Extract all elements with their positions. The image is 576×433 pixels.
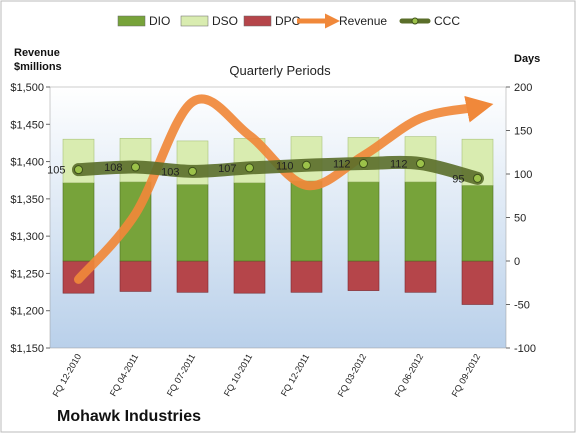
legend-item-revenue: Revenue xyxy=(297,13,387,29)
right-tick-label: 150 xyxy=(514,126,532,138)
legend-swatch xyxy=(243,15,272,27)
right-axis-label: Days xyxy=(514,53,540,65)
ccc-data-label: 95 xyxy=(452,173,464,185)
ccc-series: 105 108 103 107 110 112 112 95 xyxy=(47,155,484,185)
legend-label: DSO xyxy=(212,14,238,28)
dpo-bar xyxy=(347,260,380,291)
dpo-bar xyxy=(119,260,152,292)
left-tick-label: $1,400 xyxy=(10,157,44,169)
ccc-data-label: 107 xyxy=(218,163,236,175)
legend-item-dpo: DPO xyxy=(243,14,301,28)
right-tick-label: 100 xyxy=(514,169,532,181)
right-tick-label: 0 xyxy=(514,256,520,268)
ccc-point xyxy=(74,165,83,175)
left-tick-label: $1,350 xyxy=(10,194,44,206)
legend-swatch xyxy=(180,15,209,27)
dio-bar xyxy=(404,181,437,262)
ccc-point xyxy=(359,159,368,169)
ccc-data-label: 108 xyxy=(104,162,122,174)
dpo-bar xyxy=(176,260,209,293)
right-tick-label: -50 xyxy=(514,300,530,312)
ccc-point xyxy=(416,159,425,169)
left-tick-label: $1,200 xyxy=(10,306,44,318)
left-tick-label: $1,500 xyxy=(10,82,44,94)
company-name: Mohawk Industries xyxy=(57,408,201,425)
legend-label: Revenue xyxy=(339,14,387,28)
dio-bar xyxy=(62,182,95,262)
right-tick-label: 200 xyxy=(514,82,532,94)
left-axis: $1,150 $1,200 $1,250 $1,300 $1,350 $1,400 $1,4… xyxy=(10,82,50,355)
ccc-data-label: 105 xyxy=(47,165,65,177)
dso-bar xyxy=(119,138,152,183)
ccc-point xyxy=(131,162,140,172)
legend-item-dso: DSO xyxy=(180,14,238,28)
dso-bar xyxy=(233,138,266,184)
revenue-series xyxy=(74,94,494,284)
ccc-data-label: 112 xyxy=(333,159,351,171)
dio-bar xyxy=(347,181,380,262)
legend-label: DPO xyxy=(275,14,301,28)
legend-label: DIO xyxy=(149,14,170,28)
left-tick-label: $1,250 xyxy=(10,268,44,280)
ccc-data-label: 103 xyxy=(161,166,179,178)
ccc-point xyxy=(188,166,197,176)
ccc-data-label: 112 xyxy=(390,159,408,171)
revenue-line xyxy=(74,94,494,284)
right-axis: -100 -50 0 50 100 150 200 xyxy=(506,82,536,355)
left-axis-label: Revenue xyxy=(14,47,60,59)
dpo-bar xyxy=(290,260,323,293)
dio-bar xyxy=(461,185,494,262)
legend-swatch xyxy=(117,15,146,27)
ccc-point xyxy=(302,160,311,170)
dpo-bar xyxy=(233,260,266,294)
right-tick-label: -100 xyxy=(514,343,536,355)
dso-bar xyxy=(62,138,95,183)
plot-area xyxy=(49,86,507,349)
left-axis-label-units: $millions xyxy=(14,61,62,73)
ccc-line xyxy=(72,155,484,185)
dio-bar xyxy=(233,182,266,262)
left-tick-label: $1,300 xyxy=(10,231,44,243)
dpo-bar xyxy=(461,260,494,305)
legend-item-ccc: CCC xyxy=(399,14,460,28)
ccc-point xyxy=(245,163,254,173)
right-tick-label: 50 xyxy=(514,213,526,225)
dio-bar xyxy=(176,184,209,262)
ccc-data-label: 110 xyxy=(276,160,294,172)
dpo-bar xyxy=(404,260,437,293)
legend: DIO DSO DPO Revenue CCC xyxy=(117,13,460,29)
chart-subtitle: Quarterly Periods xyxy=(229,63,331,78)
legend-label: CCC xyxy=(434,14,460,28)
ccc-point xyxy=(473,173,482,183)
legend-marker xyxy=(411,17,419,25)
dso-bar xyxy=(176,140,209,185)
left-tick-label: $1,150 xyxy=(10,343,44,355)
legend-item-dio: DIO xyxy=(117,14,170,28)
left-tick-label: $1,450 xyxy=(10,119,44,131)
dio-bar xyxy=(290,180,323,262)
